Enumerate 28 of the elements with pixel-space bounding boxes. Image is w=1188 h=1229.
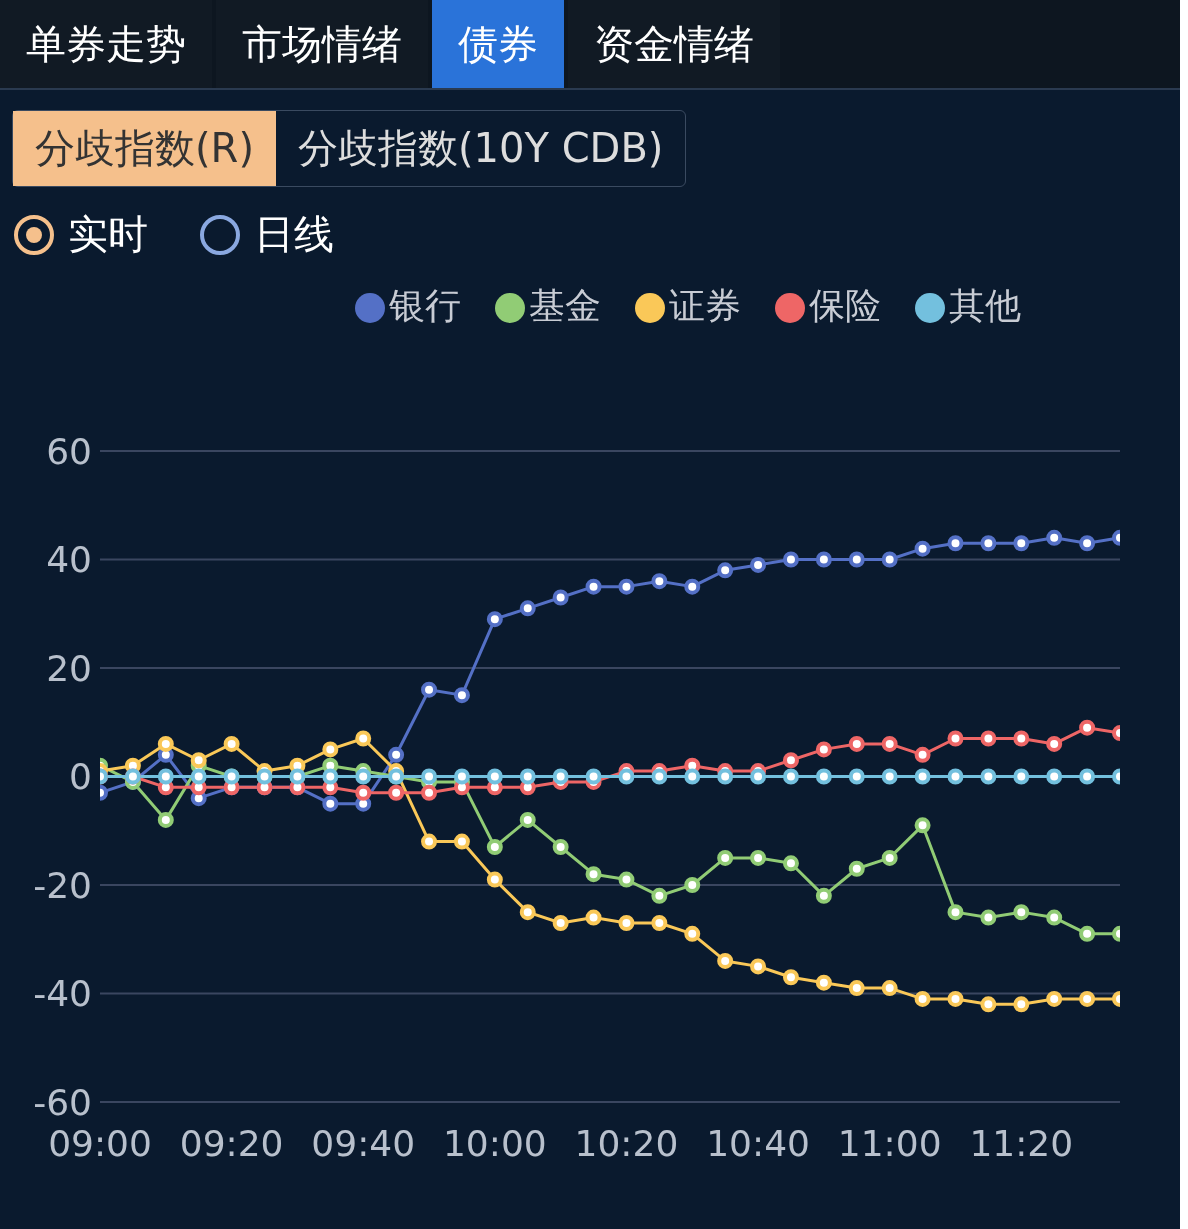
text: 单券走势 (0, 0, 212, 88)
legend-label: 银行 (389, 285, 461, 326)
x-tick-label: 11:00 (837, 1122, 942, 1164)
x-tick-label: 09:20 (179, 1122, 284, 1164)
x-tick-label: 09:00 (48, 1122, 152, 1164)
text: 债券 (432, 0, 564, 88)
y-tick-label: 20 (46, 647, 92, 689)
text: 市场情绪 (216, 0, 428, 88)
text: 资金情绪 (568, 0, 780, 88)
y-tick-label: 40 (46, 539, 92, 581)
x-tick-label: 10:00 (442, 1122, 547, 1164)
y-tick-label: -40 (33, 973, 92, 1015)
x-tick-label: 11:20 (969, 1122, 1074, 1164)
x-tick-label: 10:20 (574, 1122, 679, 1164)
text: 日线 (254, 210, 334, 259)
x-tick-label: 10:40 (706, 1122, 810, 1164)
y-tick-label: -20 (33, 864, 92, 906)
text: 实时 (68, 210, 148, 259)
legend-label: 证券 (669, 285, 741, 326)
text: 分歧指数(R) (13, 111, 277, 186)
legend-label: 其他 (949, 285, 1021, 326)
x-tick-label: 09:40 (311, 1122, 416, 1164)
y-tick-label: 0 (69, 756, 92, 798)
text: 分歧指数(10Y CDB) (297, 124, 665, 173)
y-tick-label: 60 (46, 430, 92, 472)
legend-label: 基金 (529, 285, 601, 326)
y-tick-label: -60 (33, 1081, 92, 1123)
legend-label: 保险 (809, 285, 881, 326)
